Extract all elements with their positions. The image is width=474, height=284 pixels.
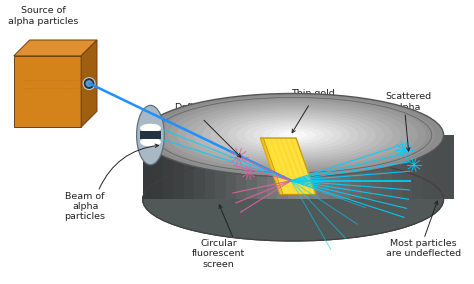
Polygon shape: [184, 135, 194, 199]
Polygon shape: [143, 135, 153, 199]
Polygon shape: [350, 135, 361, 199]
Polygon shape: [215, 135, 226, 199]
Polygon shape: [402, 135, 412, 199]
Ellipse shape: [143, 158, 444, 241]
Polygon shape: [329, 135, 340, 199]
Ellipse shape: [160, 98, 427, 172]
Ellipse shape: [219, 115, 367, 156]
Polygon shape: [361, 135, 371, 199]
Polygon shape: [246, 135, 257, 199]
Polygon shape: [259, 139, 281, 193]
Ellipse shape: [168, 101, 418, 170]
Polygon shape: [274, 139, 296, 193]
Polygon shape: [290, 139, 312, 193]
Polygon shape: [236, 135, 246, 199]
Text: Scattered
alpha
particles: Scattered alpha particles: [385, 93, 431, 122]
Text: Beam of
alpha
particles: Beam of alpha particles: [64, 191, 106, 221]
Polygon shape: [260, 138, 283, 195]
Ellipse shape: [279, 131, 308, 139]
Text: Source of
alpha particles: Source of alpha particles: [9, 6, 79, 26]
Text: Thin gold
foil: Thin gold foil: [291, 89, 335, 108]
Polygon shape: [164, 135, 173, 199]
Text: Circular
fluorescent
screen: Circular fluorescent screen: [192, 239, 246, 269]
Ellipse shape: [228, 117, 359, 153]
Polygon shape: [288, 135, 298, 199]
Polygon shape: [140, 131, 161, 139]
Ellipse shape: [185, 105, 401, 165]
Polygon shape: [260, 138, 316, 195]
Polygon shape: [14, 56, 81, 127]
Polygon shape: [14, 40, 97, 56]
Polygon shape: [340, 135, 350, 199]
Polygon shape: [257, 135, 267, 199]
Polygon shape: [412, 135, 423, 199]
Polygon shape: [423, 135, 433, 199]
Ellipse shape: [137, 105, 164, 165]
Ellipse shape: [270, 129, 316, 141]
Ellipse shape: [236, 119, 350, 151]
Polygon shape: [205, 135, 215, 199]
Polygon shape: [433, 135, 444, 199]
Polygon shape: [194, 135, 205, 199]
Polygon shape: [81, 40, 97, 127]
Polygon shape: [309, 135, 319, 199]
Polygon shape: [153, 135, 164, 199]
Polygon shape: [381, 135, 392, 199]
Polygon shape: [371, 135, 381, 199]
Ellipse shape: [151, 96, 435, 174]
Ellipse shape: [210, 112, 375, 158]
Polygon shape: [226, 135, 236, 199]
Polygon shape: [295, 139, 317, 193]
Polygon shape: [277, 135, 288, 199]
Polygon shape: [280, 139, 301, 193]
Circle shape: [86, 80, 92, 87]
Polygon shape: [264, 139, 286, 193]
Polygon shape: [444, 135, 454, 199]
Polygon shape: [319, 135, 329, 199]
Polygon shape: [298, 135, 309, 199]
Ellipse shape: [140, 137, 161, 147]
Polygon shape: [270, 139, 292, 193]
Circle shape: [83, 78, 95, 89]
Text: Deflected
particles: Deflected particles: [174, 103, 220, 123]
Ellipse shape: [202, 110, 384, 160]
Ellipse shape: [176, 103, 410, 167]
Ellipse shape: [143, 93, 444, 177]
Ellipse shape: [143, 93, 444, 177]
Polygon shape: [392, 135, 402, 199]
Ellipse shape: [140, 124, 161, 133]
Ellipse shape: [193, 108, 392, 162]
Ellipse shape: [287, 133, 299, 137]
Ellipse shape: [262, 126, 325, 144]
Polygon shape: [267, 135, 277, 199]
Polygon shape: [285, 139, 307, 193]
Ellipse shape: [253, 124, 333, 146]
Polygon shape: [173, 135, 184, 199]
Text: Most particles
are undeflected: Most particles are undeflected: [386, 239, 461, 258]
Ellipse shape: [245, 122, 342, 149]
